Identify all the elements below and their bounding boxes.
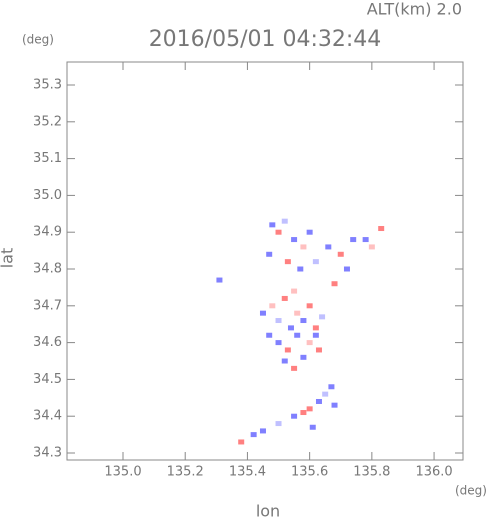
echo-point [297, 266, 304, 272]
y-tick-label: 34.3 [33, 446, 62, 461]
echo-point [284, 259, 291, 265]
chart-title: 2016/05/01 04:32:44 [149, 27, 382, 52]
echo-point [216, 277, 223, 283]
echo-point [306, 340, 313, 346]
x-tick-label: 136.0 [415, 465, 452, 480]
echo-point [322, 391, 329, 397]
echo-point [331, 281, 338, 287]
y-tick-label: 34.7 [33, 298, 62, 313]
echo-point [275, 421, 282, 427]
echo-point [368, 244, 375, 250]
echo-point [362, 237, 369, 243]
y-tick-label: 34.5 [33, 372, 62, 387]
echo-point [266, 332, 273, 338]
echo-point [269, 303, 276, 309]
echo-point [343, 266, 350, 272]
echo-point [312, 259, 319, 265]
echo-point [275, 318, 282, 324]
echo-point [291, 288, 298, 294]
echo-point [325, 244, 332, 250]
echo-point [306, 303, 313, 309]
echo-point [312, 332, 319, 338]
y-tick-label: 34.8 [33, 262, 62, 277]
x-tick-label: 135.0 [104, 465, 141, 480]
x-unit: (deg) [455, 484, 487, 498]
echo-point [287, 325, 294, 331]
echo-point [331, 402, 338, 408]
echo-point [378, 226, 385, 232]
echo-point [238, 439, 245, 445]
echo-point [259, 310, 266, 316]
echo-point [300, 244, 307, 250]
echo-point [300, 318, 307, 324]
echo-point [284, 347, 291, 353]
y-unit: (deg) [22, 33, 54, 47]
echo-point [306, 406, 313, 412]
echo-point [319, 314, 326, 320]
echo-point [281, 295, 288, 301]
plot-frame [66, 61, 464, 461]
echo-point [309, 424, 316, 430]
echo-point [306, 229, 313, 235]
echo-point [328, 384, 335, 390]
echo-point [266, 251, 273, 257]
echo-point [337, 251, 344, 257]
annotation: ALT(km) 2.0 [367, 0, 462, 19]
echo-point [291, 413, 298, 419]
x-tick-label: 135.6 [291, 465, 328, 480]
echo-point [291, 237, 298, 243]
echo-point [300, 354, 307, 360]
echo-point [300, 410, 307, 416]
echo-point [315, 398, 322, 404]
echo-point [250, 432, 257, 438]
y-tick-label: 35.3 [33, 78, 62, 93]
echo-point [269, 222, 276, 228]
echo-point [312, 325, 319, 331]
y-tick-label: 34.9 [33, 225, 62, 240]
echo-point [291, 365, 298, 371]
y-tick-label: 35.2 [33, 114, 62, 129]
echo-point [275, 340, 282, 346]
echo-point [294, 310, 301, 316]
y-tick-label: 34.4 [33, 409, 62, 424]
x-tick-label: 135.4 [229, 465, 266, 480]
echo-point [281, 218, 288, 224]
echo-point [275, 229, 282, 235]
echo-point [259, 428, 266, 434]
y-tick-label: 34.6 [33, 335, 62, 350]
y-tick-label: 35.1 [33, 151, 62, 166]
y-tick-label: 35.0 [33, 188, 62, 203]
echo-point [315, 347, 322, 353]
y-axis-label: lat [0, 248, 17, 269]
echo-point [281, 358, 288, 364]
x-tick-label: 135.2 [167, 465, 204, 480]
x-tick-label: 135.8 [353, 465, 390, 480]
echo-point [294, 332, 301, 338]
x-axis-label: lon [256, 502, 280, 521]
echo-point [350, 237, 357, 243]
